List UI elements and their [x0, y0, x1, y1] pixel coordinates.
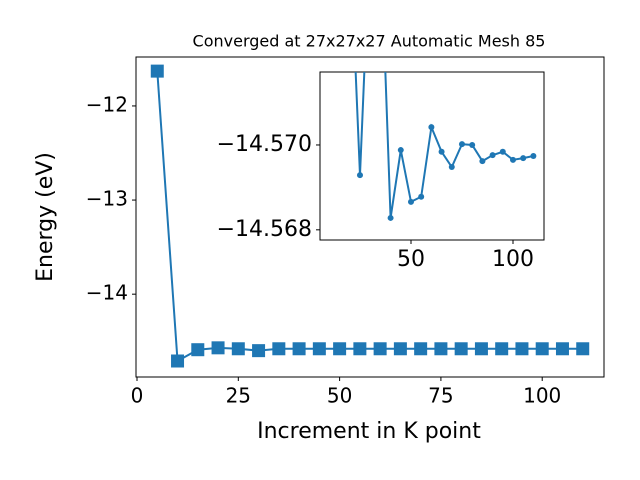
marker: [479, 158, 486, 165]
x-tick-label: 100: [523, 384, 561, 408]
marker: [438, 148, 445, 155]
chart-title: Converged at 27x27x27 Automatic Mesh 85: [193, 32, 546, 51]
marker: [292, 342, 306, 356]
marker: [515, 342, 529, 356]
marker: [397, 147, 404, 154]
marker: [458, 141, 465, 148]
marker: [312, 342, 326, 356]
marker: [353, 342, 367, 356]
series: [150, 64, 590, 368]
marker: [576, 342, 590, 356]
y-tick-label: −14.570: [217, 132, 312, 157]
marker: [393, 342, 407, 356]
y-tick-label: −14: [86, 281, 128, 305]
x-tick-label: 50: [327, 384, 352, 408]
marker: [454, 342, 468, 356]
marker: [509, 156, 516, 163]
y-tick-label: −12: [86, 92, 128, 116]
plot-area: [319, 71, 545, 241]
marker: [150, 64, 164, 78]
marker: [520, 155, 527, 162]
marker: [428, 124, 435, 131]
marker: [356, 172, 363, 179]
x-tick-label: 75: [428, 384, 453, 408]
x-tick-label: 100: [492, 247, 534, 272]
y-tick-label: −13: [86, 187, 128, 211]
marker: [211, 341, 225, 355]
marker: [474, 342, 488, 356]
y-axis-label: Energy (eV): [33, 152, 58, 282]
x-tick-label: 50: [397, 247, 425, 272]
marker: [499, 148, 506, 155]
marker: [448, 164, 455, 171]
marker: [171, 354, 185, 368]
marker: [555, 342, 569, 356]
marker: [407, 198, 414, 205]
line: [156, 71, 583, 363]
marker: [387, 214, 394, 221]
marker: [418, 193, 425, 200]
marker: [469, 141, 476, 148]
marker: [535, 342, 549, 356]
marker: [373, 342, 387, 356]
marker: [414, 342, 428, 356]
y-tick-label: −14.568: [217, 217, 312, 242]
marker: [495, 342, 509, 356]
marker: [231, 342, 245, 356]
marker: [530, 153, 537, 159]
x-tick-label: 0: [131, 384, 144, 408]
x-axis-label: Increment in K point: [257, 419, 481, 444]
x-tick-label: 25: [226, 384, 251, 408]
series: [354, 72, 537, 221]
marker: [252, 344, 266, 358]
marker: [333, 342, 347, 356]
marker: [272, 342, 286, 356]
marker: [191, 343, 205, 357]
marker: [434, 342, 448, 356]
marker: [489, 152, 496, 159]
